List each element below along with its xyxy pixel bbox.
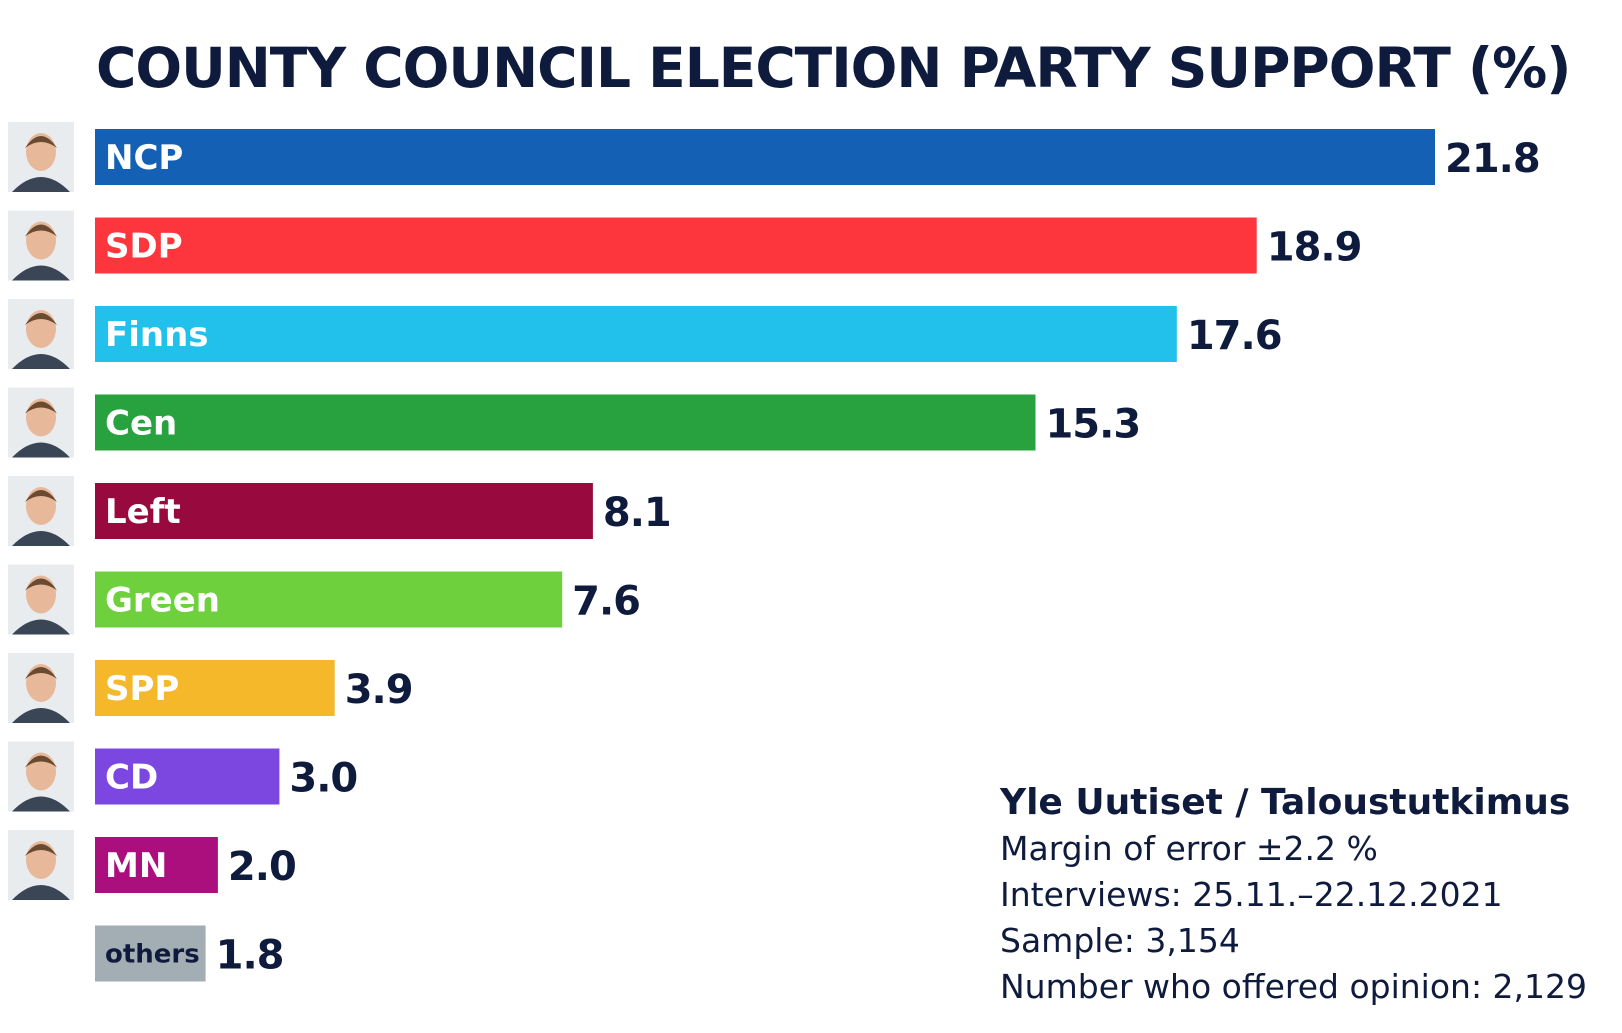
- portrait-icon: [8, 299, 74, 369]
- interview-dates: Interviews: 25.11.–22.12.2021: [1000, 875, 1503, 914]
- value-label-finns: 17.6: [1187, 313, 1282, 359]
- portrait-icon: [8, 387, 74, 458]
- bar-left: [95, 483, 593, 539]
- bar-mn: [95, 837, 218, 893]
- category-label-others: others: [105, 940, 200, 970]
- category-label-cen: Cen: [105, 404, 177, 444]
- sample-size: Sample: 3,154: [1000, 921, 1240, 960]
- value-label-cen: 15.3: [1045, 402, 1140, 448]
- category-label-finns: Finns: [105, 315, 209, 355]
- bar-spp: [95, 660, 335, 716]
- bar-cd: [95, 748, 280, 805]
- opinion-count: Number who offered opinion: 2,129: [1000, 967, 1588, 1006]
- category-label-mn: MN: [105, 846, 167, 886]
- portrait-icon: [8, 210, 74, 281]
- portrait-icon: [8, 830, 74, 900]
- value-label-spp: 3.9: [345, 667, 413, 713]
- bar-ncp: [95, 129, 1435, 185]
- value-label-left: 8.1: [603, 490, 671, 536]
- bar-sdp: [95, 217, 1257, 274]
- value-label-sdp: 18.9: [1267, 225, 1362, 271]
- category-label-spp: SPP: [105, 669, 179, 709]
- bar-finns: [95, 306, 1177, 362]
- value-label-others: 1.8: [216, 933, 284, 979]
- category-label-ncp: NCP: [105, 138, 183, 178]
- value-label-cd: 3.0: [289, 756, 357, 802]
- portrait-icon: [8, 741, 74, 812]
- category-label-cd: CD: [105, 758, 158, 798]
- portrait-icon: [8, 653, 74, 723]
- source-info: Yle Uutiset / Taloustutkimus Margin of e…: [1000, 780, 1610, 1010]
- value-label-ncp: 21.8: [1445, 136, 1540, 182]
- margin-of-error: Margin of error ±2.2 %: [1000, 829, 1378, 868]
- portrait-icon: [8, 564, 74, 635]
- bar-others: [95, 925, 206, 982]
- value-label-mn: 2.0: [228, 844, 296, 890]
- source-title: Yle Uutiset / Taloustutkimus: [1000, 782, 1571, 823]
- category-label-green: Green: [105, 581, 220, 621]
- bar-cen: [95, 394, 1036, 451]
- portrait-icon: [8, 122, 74, 192]
- category-label-left: Left: [105, 492, 181, 532]
- chart-title: COUNTY COUNCIL ELECTION PARTY SUPPORT (%…: [96, 36, 1571, 100]
- portrait-icon: [8, 476, 74, 546]
- category-label-sdp: SDP: [105, 227, 183, 267]
- value-label-green: 7.6: [572, 579, 640, 625]
- bar-green: [95, 571, 563, 628]
